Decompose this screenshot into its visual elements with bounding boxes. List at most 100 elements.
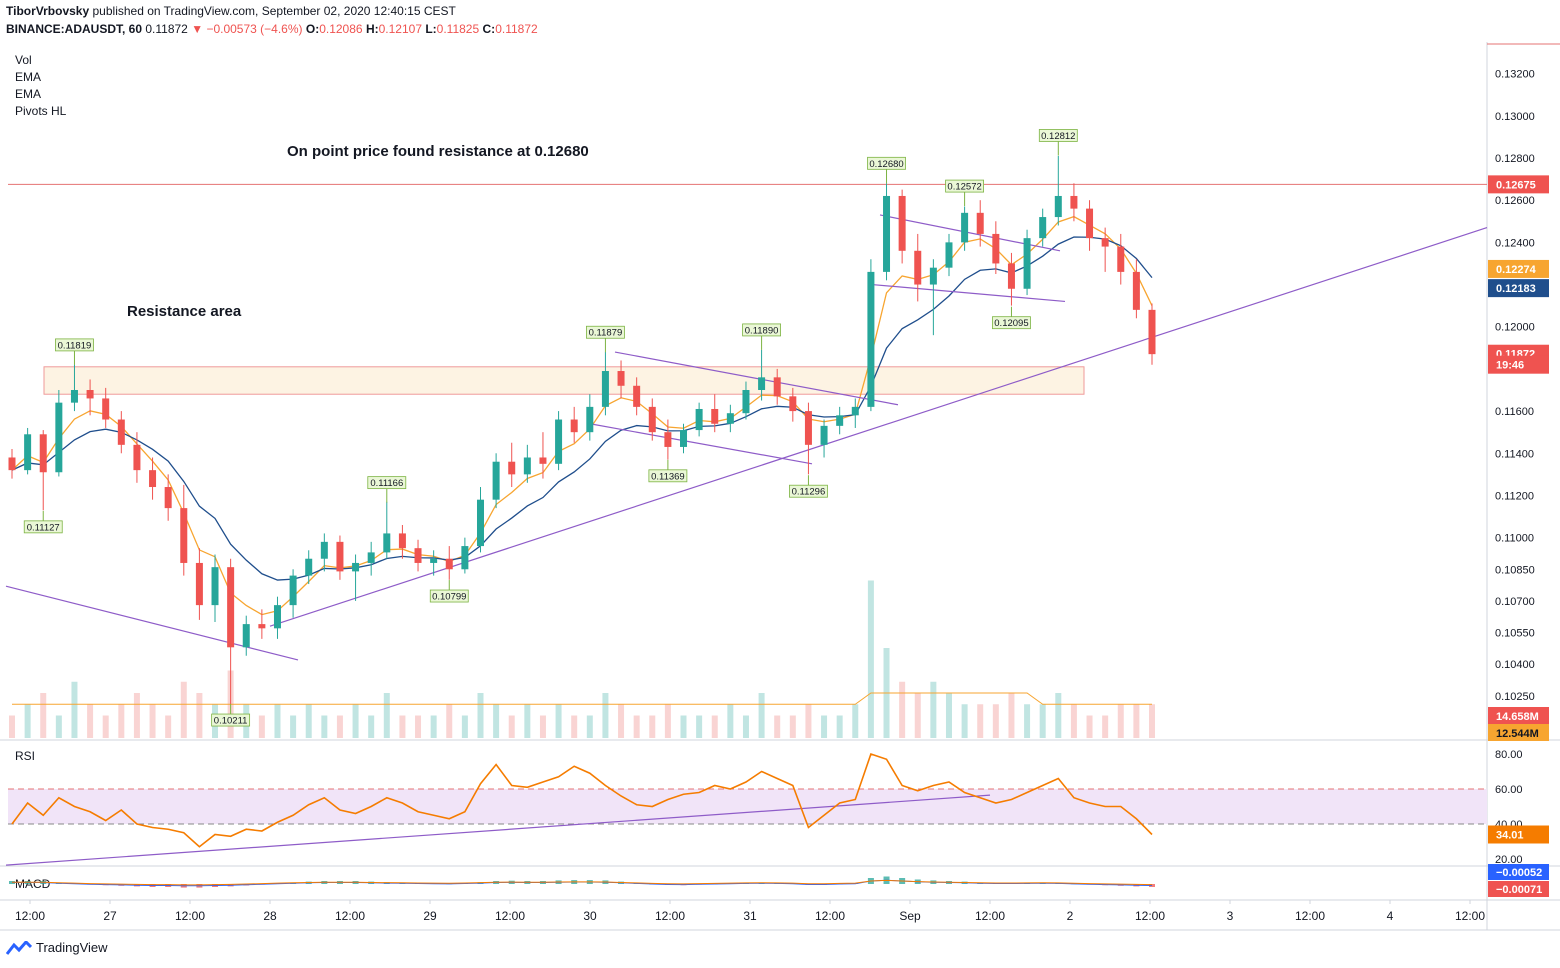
indicator-vol[interactable]: Vol (15, 53, 32, 67)
candle-body (461, 546, 469, 570)
volume-bar (1149, 704, 1155, 738)
candle-body (680, 430, 688, 447)
tradingview-brand[interactable]: TradingView (6, 940, 108, 955)
price-tick-label: 0.11400 (1495, 448, 1534, 460)
open-value: 0.12086 (319, 22, 363, 36)
candle-body (1039, 217, 1047, 239)
indicator-ema-fast[interactable]: EMA (15, 70, 42, 84)
low-value: 0.11825 (436, 22, 480, 36)
candle-body (367, 552, 375, 563)
volume-bar (87, 704, 94, 738)
indicator-ema-slow[interactable]: EMA (15, 87, 42, 101)
candle-body (414, 548, 422, 563)
ascending-support-trendline (269, 227, 1488, 627)
rsi-band (8, 789, 1487, 824)
candle-body (695, 408, 703, 431)
candle-body (1101, 238, 1109, 247)
volume-bar (1055, 693, 1062, 738)
publisher-name[interactable]: TiborVrbovsky (6, 4, 90, 18)
volume-bar (602, 693, 609, 738)
symbol-name[interactable]: BINANCE:ADAUSDT, 60 (6, 22, 143, 36)
candle-body (273, 605, 281, 629)
price-label-box (1488, 355, 1549, 374)
candle-body (586, 406, 594, 433)
rsi-label: RSI (15, 749, 35, 763)
candle-body (102, 398, 110, 420)
volume-bar (1117, 704, 1124, 738)
volume-bar (805, 704, 812, 738)
volume-bar (149, 704, 156, 738)
volume-bar (945, 693, 952, 738)
low-label: L: (425, 22, 437, 36)
resistance-zone (43, 366, 1085, 395)
macd-signal-line (12, 879, 1153, 886)
pivot-label-box (211, 713, 251, 727)
rsi-tick-label: 80.00 (1495, 749, 1523, 761)
candle-body (523, 457, 531, 475)
pivot-label-box (55, 338, 94, 352)
candle-body (1148, 309, 1156, 355)
price-label-box (1488, 259, 1549, 278)
volume-bar (930, 681, 937, 738)
time-tick-label: 2 (1067, 909, 1074, 923)
volume-bar (789, 715, 796, 738)
volume-bar (758, 693, 765, 738)
candle-body (55, 402, 63, 473)
pivot-label: 0.11166 (370, 478, 403, 489)
published-text: published on TradingView.com, September … (92, 4, 456, 18)
candle-body (851, 406, 859, 416)
candle-body (164, 487, 172, 509)
volume-label-text: 14.658M (1496, 711, 1539, 723)
channel-upper-line-1 (614, 351, 899, 406)
pivot-label: 0.11819 (58, 340, 92, 351)
candle-body (961, 212, 969, 243)
volume-bar (742, 715, 749, 738)
candle-body (8, 457, 16, 471)
volume-bar (352, 704, 359, 738)
resistance-area-annotation[interactable]: Resistance area (127, 303, 242, 320)
volume-bar (680, 715, 687, 738)
volume-bar (1008, 693, 1015, 738)
volume-bar (586, 715, 593, 738)
pivot-label-box (367, 476, 407, 490)
time-tick-label: 12:00 (335, 909, 365, 923)
candle-body (320, 541, 328, 559)
candle-body (1007, 263, 1015, 289)
volume-bar (321, 715, 328, 738)
rsi-value-box (1488, 825, 1549, 844)
candle-body (648, 406, 656, 433)
price-label-text: 0.12183 (1496, 283, 1536, 295)
candle-body (1054, 195, 1062, 218)
symbol-info: BINANCE:ADAUSDT, 60 0.11872 ▼ −0.00573 (… (6, 22, 538, 36)
candle-body (86, 390, 94, 399)
time-tick-label: 12:00 (815, 909, 845, 923)
price-tick-label: 0.12600 (1495, 195, 1535, 207)
price-tick-label: 0.12800 (1495, 153, 1535, 165)
candle-body (804, 411, 812, 445)
macd-value-box (1488, 864, 1549, 880)
candle-body (945, 242, 953, 268)
resistance-annotation[interactable]: On point price found resistance at 0.126… (287, 143, 589, 160)
volume-bar (71, 681, 78, 738)
price-tick-label: 0.10400 (1495, 659, 1535, 671)
candle-body (711, 408, 719, 424)
indicator-pivots[interactable]: Pivots HL (15, 104, 67, 118)
price-tick-label: 0.13200 (1495, 69, 1535, 81)
time-tick-label: 3 (1227, 909, 1234, 923)
candle-body (633, 385, 641, 407)
open-label: O: (305, 22, 320, 36)
volume-bar (102, 715, 109, 738)
volume-bar (196, 693, 203, 738)
time-tick-label: 4 (1387, 909, 1394, 923)
volume-bar (1086, 715, 1093, 738)
candle-body (398, 533, 406, 549)
volume-bar (477, 693, 484, 738)
time-tick-label: 12:00 (1295, 909, 1325, 923)
price-change: −0.00573 (−4.6%) (206, 22, 303, 36)
volume-bar (992, 704, 999, 738)
volume-bar (1024, 704, 1031, 738)
pivot-label: 0.12680 (869, 159, 903, 170)
candle-body (508, 461, 516, 475)
pivot-label: 0.11369 (651, 471, 685, 482)
